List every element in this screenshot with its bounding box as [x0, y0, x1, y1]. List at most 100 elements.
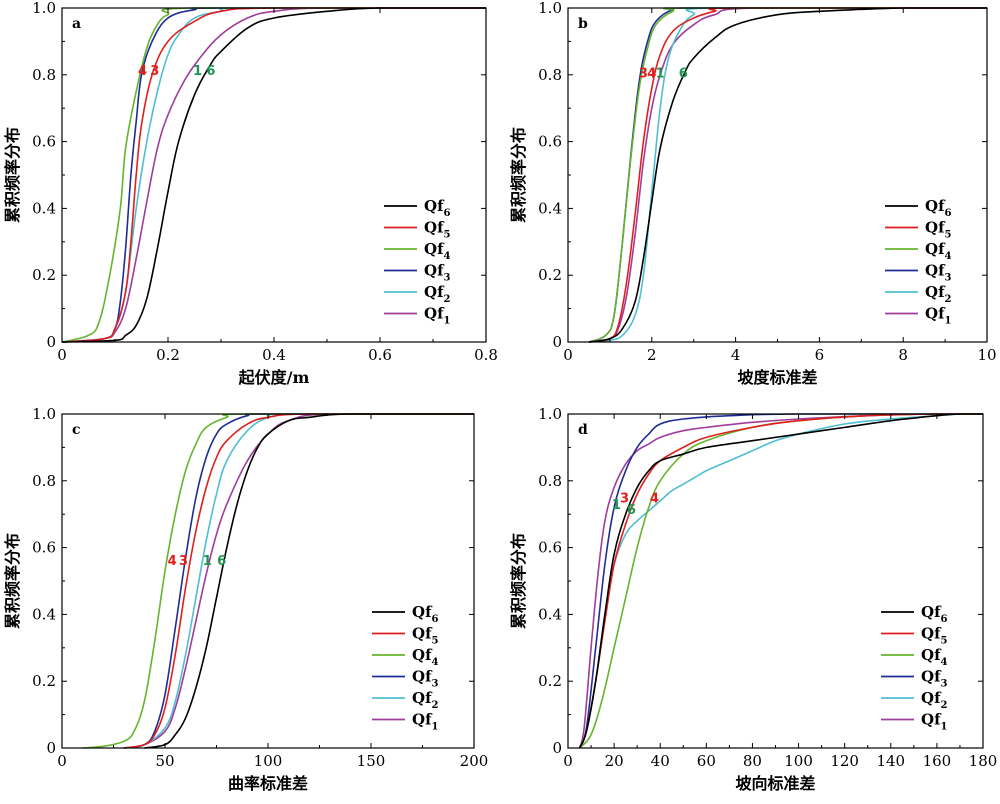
legend-subscript: 2	[432, 700, 439, 711]
legend-label-qf1: Qf1	[925, 305, 952, 327]
y-axis-title: 累积频率分布	[509, 127, 528, 223]
x-tick-label: 100	[784, 752, 813, 770]
x-tick-label: 150	[357, 752, 386, 770]
legend-label-qf6: Qf6	[921, 603, 948, 625]
legend-subscript: 1	[945, 316, 952, 327]
x-tick-label: 4	[731, 346, 741, 364]
series-line-qf6	[61, 7, 486, 343]
series-group	[578, 413, 983, 749]
legend-label-qf1: Qf1	[424, 305, 451, 327]
legend-subscript: 1	[432, 722, 439, 733]
legend-label-qf2: Qf2	[921, 689, 948, 711]
x-tick-label: 8	[898, 346, 908, 364]
series-line-qf5	[61, 7, 486, 343]
legend-label-qf5: Qf5	[424, 219, 451, 241]
curve-number-label: 3	[620, 492, 629, 507]
y-tick-label: 0.8	[32, 472, 56, 490]
legend-label-qf4: Qf4	[921, 646, 948, 668]
x-tick-label: 0.4	[262, 346, 286, 364]
legend-subscript: 5	[432, 636, 439, 647]
y-tick-label: 1.0	[538, 0, 562, 17]
legend-label-qf5: Qf5	[925, 219, 952, 241]
y-tick-label: 0.8	[538, 472, 562, 490]
curve-number-label: 3	[150, 64, 159, 79]
y-tick-label: 1.0	[538, 405, 562, 423]
series-line-qf6	[578, 413, 983, 749]
x-axis-title: 曲率标准差	[228, 774, 308, 793]
x-tick-label: 140	[876, 752, 905, 770]
x-tick-label: 200	[460, 752, 489, 770]
legend-label-qf1: Qf1	[412, 711, 439, 733]
curve-number-label: 1	[612, 498, 621, 513]
legend-subscript: 4	[432, 657, 439, 668]
y-tick-label: 0.4	[32, 605, 56, 623]
curve-number-label: 4	[168, 554, 177, 569]
legend-label-qf6: Qf6	[424, 197, 451, 219]
legend-subscript: 3	[945, 273, 952, 284]
series-line-qf5	[123, 413, 474, 749]
curve-number-label: 1	[193, 64, 202, 79]
legend-label-qf2: Qf2	[412, 689, 439, 711]
legend-label-qf4: Qf4	[424, 240, 451, 262]
x-tick-label: 20	[605, 752, 624, 770]
y-tick-label: 0.6	[538, 133, 562, 151]
legend-label-qf6: Qf6	[412, 603, 439, 625]
legend-label-qf3: Qf3	[925, 262, 952, 284]
curve-number-label: 1	[203, 554, 212, 569]
panel-letter: a	[72, 16, 81, 32]
legend-subscript: 5	[444, 230, 451, 241]
legend-label-qf3: Qf3	[412, 668, 439, 690]
curve-number-label: 4	[650, 492, 659, 507]
x-tick-label: 0	[57, 752, 67, 770]
x-tick-label: 120	[830, 752, 859, 770]
panel-letter: b	[578, 16, 588, 32]
x-tick-label: 160	[923, 752, 952, 770]
series-line-qf6	[588, 7, 987, 343]
legend-label-qf6: Qf6	[925, 197, 952, 219]
legend-subscript: 1	[941, 722, 948, 733]
panel-d: 0 20 40 60 80 100 120 140 160 180 0 0.2 0.4 0.6 0.8 1.0…	[509, 405, 997, 793]
y-tick-label: 0	[46, 333, 56, 351]
legend-subscript: 1	[444, 316, 451, 327]
panel-letter: d	[578, 422, 588, 438]
series-group	[61, 7, 486, 343]
x-tick-label: 0	[563, 346, 573, 364]
y-axis-title: 累积频率分布	[3, 127, 22, 223]
curve-number-label: 4	[647, 66, 656, 81]
y-tick-label: 0	[552, 333, 562, 351]
y-tick-label: 0.4	[538, 199, 562, 217]
legend-subscript: 4	[941, 657, 948, 668]
series-line-qf3	[578, 413, 983, 749]
x-tick-label: 180	[969, 752, 998, 770]
legend-subscript: 6	[444, 208, 451, 219]
legend-label-qf4: Qf4	[412, 646, 439, 668]
y-axis-title: 累积频率分布	[509, 533, 528, 629]
x-tick-label: 2	[647, 346, 657, 364]
legend-subscript: 3	[941, 679, 948, 690]
y-tick-label: 0.4	[538, 605, 562, 623]
legend-subscript: 5	[945, 230, 952, 241]
panel-letter: c	[72, 422, 81, 438]
legend-subscript: 4	[945, 251, 952, 262]
legend-subscript: 2	[945, 294, 952, 305]
legend-label-qf1: Qf1	[921, 711, 948, 733]
legend-subscript: 3	[444, 273, 451, 284]
legend-label-qf5: Qf5	[412, 625, 439, 647]
legend-label-qf2: Qf2	[424, 283, 451, 305]
x-tick-label: 0.8	[474, 346, 498, 364]
y-tick-label: 0.8	[32, 66, 56, 84]
y-tick-label: 0.2	[538, 266, 562, 284]
y-tick-label: 1.0	[32, 0, 56, 17]
x-tick-label: 40	[651, 752, 670, 770]
y-tick-label: 0.2	[32, 672, 56, 690]
legend-subscript: 5	[941, 636, 948, 647]
y-tick-label: 0	[46, 739, 56, 757]
panel-a: 0 0.2 0.4 0.6 0.8 0 0.2 0.4 0.6 0.8 1.0 a 起伏度/m 累积频率分…	[3, 0, 498, 387]
curve-number-label: 3	[639, 66, 648, 81]
y-tick-label: 0.2	[32, 266, 56, 284]
